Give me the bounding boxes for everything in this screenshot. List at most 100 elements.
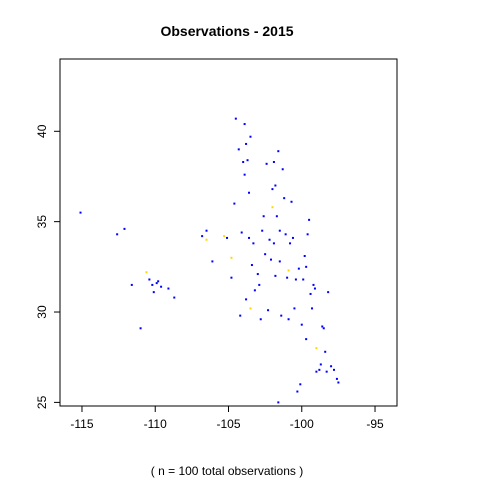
- data-point: [245, 298, 248, 301]
- data-point: [337, 381, 340, 384]
- data-point: [230, 276, 233, 279]
- data-point: [327, 291, 330, 294]
- data-point: [274, 274, 277, 277]
- data-point: [272, 161, 275, 164]
- data-point: [313, 287, 316, 290]
- x-tick-label: -105: [216, 417, 240, 431]
- data-point: [157, 280, 160, 283]
- data-point: [256, 273, 259, 276]
- data-point: [205, 229, 208, 232]
- data-point: [284, 233, 287, 236]
- data-point: [300, 323, 303, 326]
- data-point: [248, 236, 251, 239]
- data-point: [139, 327, 142, 330]
- data-point: [306, 233, 309, 236]
- data-point: [275, 215, 278, 218]
- data-point: [319, 363, 322, 366]
- data-point: [305, 338, 308, 341]
- data-point: [211, 260, 214, 263]
- chart-title: Observations - 2015: [160, 23, 293, 39]
- data-point: [324, 350, 327, 353]
- data-point: [271, 188, 274, 191]
- data-point: [245, 142, 248, 145]
- data-point: [151, 283, 154, 286]
- data-point: [243, 123, 246, 126]
- x-tick-label: -110: [144, 417, 167, 431]
- data-point: [309, 292, 312, 295]
- data-point: [262, 215, 265, 218]
- data-point: [268, 238, 271, 241]
- data-point: [234, 117, 237, 120]
- data-point: [296, 390, 299, 393]
- data-point: [201, 235, 204, 238]
- x-tick-label: -115: [70, 417, 93, 431]
- y-tick-label: 25: [35, 395, 49, 409]
- data-point: [294, 278, 297, 281]
- data-point: [258, 283, 261, 286]
- data-point: [240, 231, 243, 234]
- data-point: [315, 370, 318, 373]
- data-point: [321, 325, 324, 328]
- data-point: [253, 289, 256, 292]
- data-point: [261, 229, 264, 232]
- data-point: [264, 253, 267, 256]
- data-point: [271, 206, 274, 209]
- data-point: [287, 269, 290, 272]
- data-point: [239, 314, 242, 317]
- data-point: [272, 242, 275, 245]
- y-axis: 25 30 35 40: [35, 124, 61, 409]
- data-point: [277, 150, 280, 153]
- data-point: [116, 233, 119, 236]
- data-point: [332, 368, 335, 371]
- data-point: [230, 256, 233, 259]
- data-point: [280, 314, 283, 317]
- data-point: [325, 370, 328, 373]
- data-point: [277, 401, 280, 404]
- data-point: [330, 365, 333, 368]
- data-point: [242, 161, 245, 164]
- data-point: [318, 368, 321, 371]
- data-point: [315, 347, 318, 350]
- data-point: [130, 283, 133, 286]
- data-point: [155, 282, 158, 285]
- data-point: [303, 254, 306, 257]
- x-axis: -115 -110 -105 -100 -95: [70, 405, 384, 431]
- data-point: [299, 383, 302, 386]
- data-point: [312, 283, 315, 286]
- data-point: [249, 135, 252, 138]
- data-point: [278, 229, 281, 232]
- data-point: [249, 307, 252, 310]
- data-point: [278, 260, 281, 263]
- data-point: [145, 271, 148, 274]
- data-point: [267, 309, 270, 312]
- plot-frame: [59, 58, 398, 407]
- data-point: [293, 307, 296, 310]
- data-point: [302, 278, 305, 281]
- data-point: [305, 265, 308, 268]
- data-point: [226, 236, 229, 239]
- data-points: [79, 117, 340, 404]
- data-point: [286, 276, 289, 279]
- data-point: [274, 184, 277, 187]
- data-point: [322, 327, 325, 330]
- data-point: [287, 318, 290, 321]
- chart-caption: ( n = 100 total observations ): [151, 464, 303, 478]
- data-point: [283, 197, 286, 200]
- y-tick-label: 35: [35, 215, 49, 229]
- data-point: [152, 291, 155, 294]
- y-tick-label: 30: [35, 305, 49, 319]
- data-point: [233, 202, 236, 205]
- data-point: [248, 191, 251, 194]
- x-tick-label: -100: [290, 417, 314, 431]
- data-point: [246, 159, 249, 162]
- data-point: [335, 377, 338, 380]
- data-point: [265, 162, 268, 165]
- data-point: [243, 173, 246, 176]
- data-point: [79, 211, 82, 214]
- data-point: [167, 287, 170, 290]
- data-point: [160, 285, 163, 288]
- data-point: [290, 200, 293, 203]
- data-point: [289, 242, 292, 245]
- data-point: [308, 218, 311, 221]
- y-tick-label: 40: [35, 124, 49, 138]
